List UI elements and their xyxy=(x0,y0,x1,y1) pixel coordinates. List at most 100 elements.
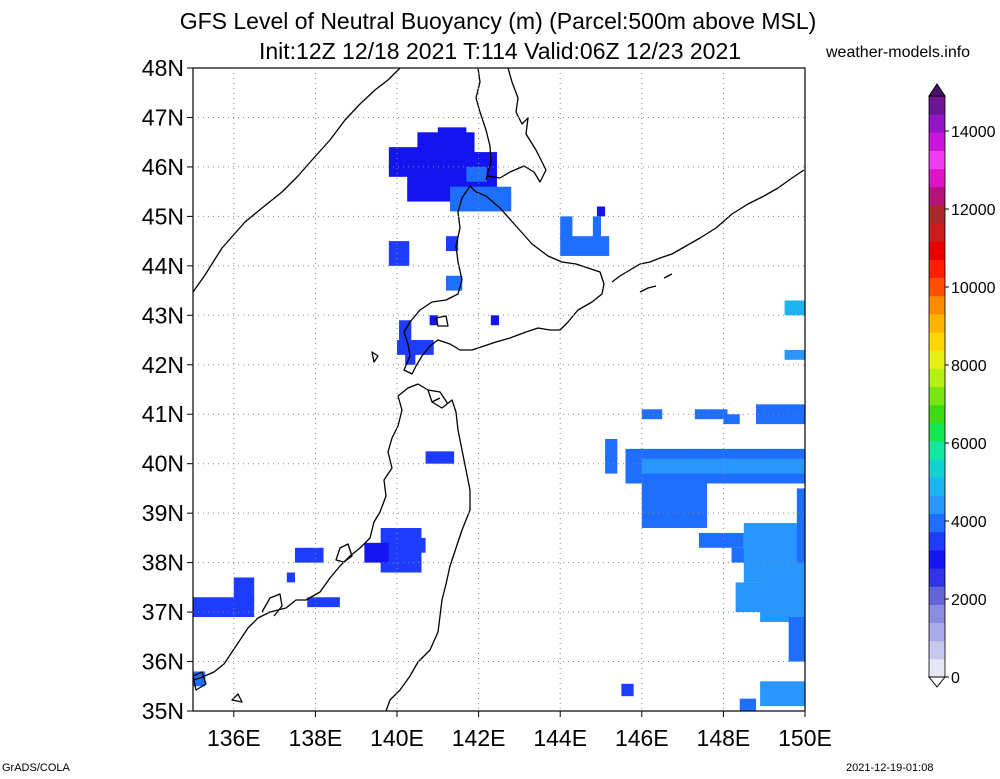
colorbar-label: 8000 xyxy=(951,358,987,375)
field-cell xyxy=(694,409,728,420)
lat-tick-label: 40N xyxy=(142,451,184,477)
colorbar-label: 12000 xyxy=(951,202,996,219)
field-cell xyxy=(760,681,805,707)
field-cell xyxy=(739,698,757,711)
lon-tick-label: 140E xyxy=(370,725,424,751)
field-cell xyxy=(388,241,410,266)
field-cell xyxy=(796,488,805,563)
colorbar-label: 4000 xyxy=(951,514,987,531)
lon-tick-label: 138E xyxy=(289,725,343,751)
generation-timestamp: 2021-12-19-01:08 xyxy=(846,762,934,774)
lat-tick-label: 48N xyxy=(142,55,184,81)
graticule xyxy=(187,67,806,717)
chart-title-line2: Init:12Z 12/18 2021 T:114 Valid:06Z 12/2… xyxy=(258,38,742,64)
colorbar-swatch xyxy=(929,259,945,279)
lat-tick-label: 38N xyxy=(142,550,184,576)
lon-tick-label: 144E xyxy=(533,725,587,751)
field-cell xyxy=(743,523,805,583)
field-cell xyxy=(429,315,438,326)
field-cell xyxy=(735,582,765,613)
colorbar-swatch xyxy=(929,531,945,551)
lon-tick-label: 136E xyxy=(207,725,261,751)
colorbar-swatch xyxy=(929,495,945,515)
field-cell xyxy=(286,572,295,583)
lat-tick-label: 39N xyxy=(142,500,184,526)
colorbar-swatch xyxy=(929,513,945,533)
colorbar-label: 0 xyxy=(951,670,960,687)
software-credit: GrADS/COLA xyxy=(2,762,70,774)
colorbar-swatch xyxy=(929,440,945,460)
colorbar-swatch xyxy=(929,332,945,351)
colorbar-swatch xyxy=(929,223,945,242)
field-cell xyxy=(437,127,467,143)
lon-tick-label: 142E xyxy=(452,725,506,751)
sado-island xyxy=(335,543,353,563)
lat-tick-label: 42N xyxy=(142,352,184,378)
field-cell xyxy=(560,216,573,242)
colorbar-swatch xyxy=(929,368,945,387)
field-cell xyxy=(364,542,389,563)
map-frame xyxy=(192,67,806,712)
latitude-labels: 35N 36N 37N 38N 39N 40N 41N 42N 43N 44N 45N 46N 47N 4… xyxy=(142,55,184,724)
honshu-coast xyxy=(193,383,471,711)
field-cell xyxy=(760,577,805,622)
field-cell xyxy=(295,547,324,563)
field-cell xyxy=(784,300,805,316)
colorbar-swatch xyxy=(929,477,945,496)
colorbar-swatch xyxy=(929,404,945,424)
field-cell xyxy=(445,236,459,252)
colorbar-swatch xyxy=(929,204,945,224)
colorbar-swatch xyxy=(929,277,945,297)
lon-tick-label: 146E xyxy=(615,725,669,751)
lat-tick-label: 45N xyxy=(142,203,184,229)
field-cell xyxy=(490,315,499,326)
field-cell xyxy=(307,597,340,608)
mainland-coast xyxy=(193,68,401,293)
hokkaido-coast xyxy=(403,185,605,375)
colorbar-swatch xyxy=(929,586,945,605)
lat-tick-label: 36N xyxy=(142,649,184,675)
lat-tick-label: 41N xyxy=(142,401,184,427)
lat-tick-label: 47N xyxy=(142,104,184,130)
colorbar-swatch xyxy=(929,549,945,569)
kuril-islands xyxy=(611,169,805,283)
field-cell xyxy=(596,206,606,217)
noto-peninsula xyxy=(261,593,283,617)
colorbar-swatch xyxy=(929,150,945,170)
field-cell xyxy=(466,166,487,182)
field-cell xyxy=(641,478,708,528)
field-cell xyxy=(621,683,634,697)
colorbar-swatch xyxy=(929,96,945,115)
colorbar-swatch xyxy=(929,313,945,333)
coastlines xyxy=(193,68,805,711)
colorbar xyxy=(927,83,949,688)
field-cell xyxy=(405,352,416,365)
field-cell xyxy=(723,414,740,425)
colorbar-swatch xyxy=(929,422,945,442)
lat-tick-label: 35N xyxy=(142,698,184,724)
colorbar-swatch xyxy=(929,295,945,315)
colorbar-swatch xyxy=(929,168,945,188)
colorbar-swatch xyxy=(929,604,945,624)
colorbar-bottom-arrow xyxy=(927,676,947,688)
field-cell xyxy=(592,216,601,242)
lat-tick-label: 43N xyxy=(142,302,184,328)
colorbar-swatch xyxy=(929,568,945,587)
colorbar-labels: 0 2000 4000 6000 8000 10000 12000 14000 xyxy=(951,124,996,687)
colorbar-swatch xyxy=(929,350,945,369)
lon-tick-label: 150E xyxy=(778,725,832,751)
colorbar-label: 10000 xyxy=(951,280,996,297)
lat-tick-label: 37N xyxy=(142,599,184,625)
field-cell xyxy=(405,537,426,553)
colorbar-swatch xyxy=(929,459,945,478)
field-cell xyxy=(605,438,618,474)
longitude-labels: 136E 138E 140E 142E 144E 146E 148E 150E xyxy=(207,725,832,751)
colorbar-top-arrow xyxy=(928,83,946,97)
colorbar-swatch xyxy=(929,186,945,206)
neutral-buoyancy-field xyxy=(193,127,805,711)
colorbar-frame xyxy=(928,95,946,678)
field-cell xyxy=(445,275,463,291)
field-cell xyxy=(756,404,805,425)
colorbar-swatch xyxy=(929,114,945,133)
